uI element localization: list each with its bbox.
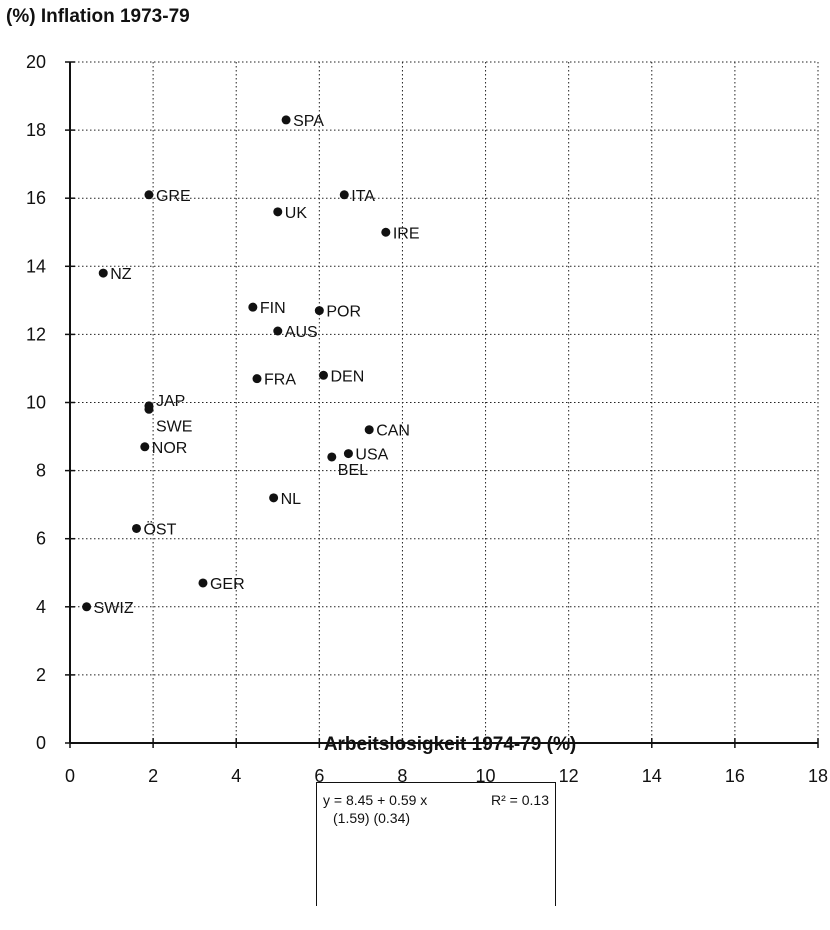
point-label: NZ [110,266,132,283]
y-tick-label: 20 [26,52,46,72]
data-point [144,190,154,200]
y-tick-label: 4 [36,597,46,617]
point-label: SWE [156,418,192,435]
x-tick-label: 8 [397,766,407,786]
point-label: DEN [330,368,364,385]
regression-std-errors: (1.59) (0.34) [333,810,411,826]
data-point [273,207,283,217]
y-tick-label: 14 [26,256,46,276]
point-label: UK [285,205,308,222]
data-point [98,268,108,278]
x-tick-label: 12 [559,766,579,786]
data-point [339,190,349,200]
data-point [281,115,291,125]
data-point [381,227,391,237]
x-axis-title: Arbeitslosigkeit 1974-79 (%) [323,734,577,755]
data-point [327,452,337,462]
y-tick-label: 10 [26,393,46,413]
x-tick-label: 18 [808,766,828,786]
point-label: FRA [264,372,296,389]
point-label: NOR [152,440,188,457]
data-point [140,442,150,452]
x-tick-label: 14 [642,766,662,786]
x-tick-label: 0 [65,766,75,786]
point-label: POR [326,304,361,321]
point-label: USA [355,447,388,464]
point-label: NL [281,491,302,508]
x-tick-label: 10 [476,766,496,786]
point-label: GER [210,576,245,593]
x-tick-label: 4 [231,766,241,786]
data-point [318,370,328,380]
point-label: ITA [351,188,375,205]
y-tick-label: 18 [26,120,46,140]
point-label: FIN [260,300,286,317]
data-point [198,578,208,588]
y-tick-label: 6 [36,529,46,549]
point-label: BEL [338,462,368,479]
point-label: JAP [156,393,185,410]
data-point [131,523,141,533]
y-tick-label: 0 [36,733,46,753]
point-label: GRE [156,188,191,205]
data-point [364,425,374,435]
data-point [273,326,283,336]
regression-box: y = 8.45 + 0.59 x R² = 0.13 (1.59) (0.34… [316,782,556,906]
data-point [144,404,154,414]
data-point [314,306,324,316]
x-tick-label: 16 [725,766,745,786]
point-label: SWIZ [94,600,134,617]
point-label: AUS [285,324,318,341]
y-tick-label: 2 [36,665,46,685]
x-tick-label: 2 [148,766,158,786]
data-point [82,602,92,612]
data-point [252,374,262,384]
data-point [269,493,279,503]
data-point [248,302,258,312]
point-label: IRE [393,225,420,242]
point-label: ÖST [143,520,176,538]
x-tick-label: 6 [314,766,324,786]
y-tick-label: 16 [26,188,46,208]
regression-r2: R² = 0.13 [491,792,549,808]
y-tick-label: 12 [26,324,46,344]
y-axis-title: (%) Inflation 1973-79 [6,6,190,27]
point-label: SPA [293,113,324,130]
point-label: CAN [376,423,410,440]
regression-equation: y = 8.45 + 0.59 x [323,792,428,808]
y-tick-label: 8 [36,461,46,481]
data-point [343,449,353,459]
